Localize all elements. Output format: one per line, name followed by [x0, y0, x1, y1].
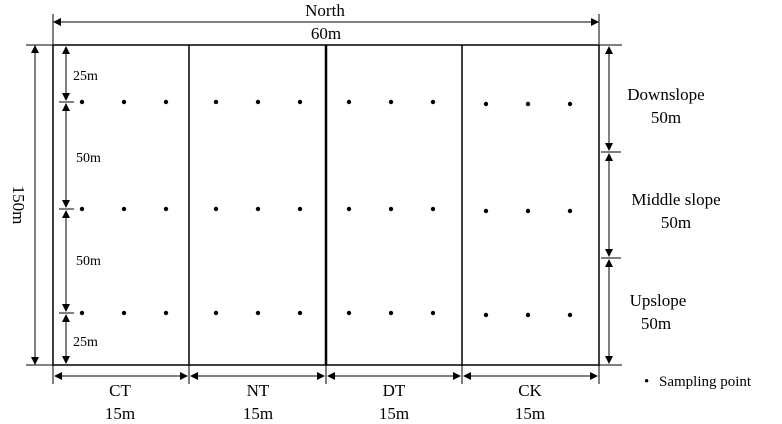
sampling-point-ck-row2-1: [483, 208, 489, 214]
plot-name-ck: CK: [518, 381, 542, 400]
sampling-point-nt-row2-2: [255, 206, 261, 212]
sampling-point-dt-row3-3: [430, 310, 436, 316]
sampling-point-dt-row1-2: [388, 99, 394, 105]
sampling-point-nt-row1-1: [213, 99, 219, 105]
zone-length-upslope: 50m: [641, 314, 671, 333]
sampling-point-ct-row2-3: [163, 206, 169, 212]
sampling-point-nt-row3-1: [213, 310, 219, 316]
plot-width-nt: 15m: [243, 404, 273, 423]
sampling-point-nt-row1-3: [297, 99, 303, 105]
segment-label-4: 25m: [73, 335, 98, 350]
sampling-point-ct-row1-3: [163, 99, 169, 105]
legend-marker: •: [644, 374, 649, 390]
sampling-point-ct-row2-1: [79, 206, 85, 212]
plot-name-nt: NT: [247, 381, 270, 400]
sampling-point-ct-row2-2: [121, 206, 127, 212]
segment-label-1: 25m: [73, 69, 98, 84]
sampling-point-dt-row2-3: [430, 206, 436, 212]
sampling-point-ck-row3-2: [525, 312, 531, 318]
zone-length-middle: 50m: [661, 213, 691, 232]
sampling-point-nt-row2-3: [297, 206, 303, 212]
zone-name-downslope: Downslope: [627, 85, 704, 104]
sampling-point-ct-row3-2: [121, 310, 127, 316]
plot-width-ck: 15m: [515, 404, 545, 423]
plot-name-ct: CT: [109, 381, 131, 400]
sampling-point-ct-row3-1: [79, 310, 85, 316]
width-label: 60m: [311, 24, 341, 43]
sampling-point-dt-row3-1: [346, 310, 352, 316]
sampling-point-ck-row1-3: [567, 101, 573, 107]
segment-label-2: 50m: [76, 151, 101, 166]
sampling-points: [79, 99, 573, 318]
sampling-point-nt-row3-2: [255, 310, 261, 316]
sampling-point-ck-row1-2: [525, 101, 531, 107]
sampling-point-dt-row1-1: [346, 99, 352, 105]
sampling-point-ck-row3-1: [483, 312, 489, 318]
sampling-point-ck-row2-3: [567, 208, 573, 214]
sampling-point-ck-row1-1: [483, 101, 489, 107]
sampling-point-dt-row2-1: [346, 206, 352, 212]
zone-name-upslope: Upslope: [630, 291, 687, 310]
sampling-point-ct-row3-3: [163, 310, 169, 316]
plot-width-ct: 15m: [105, 404, 135, 423]
plot-name-dt: DT: [383, 381, 406, 400]
sampling-point-dt-row3-2: [388, 310, 394, 316]
plot-width-dt: 15m: [379, 404, 409, 423]
sampling-point-nt-row3-3: [297, 310, 303, 316]
sampling-point-dt-row1-3: [430, 99, 436, 105]
sampling-point-nt-row1-2: [255, 99, 261, 105]
zone-length-downslope: 50m: [651, 108, 681, 127]
segment-label-3: 50m: [76, 254, 101, 269]
sampling-point-ck-row3-3: [567, 312, 573, 318]
zone-name-middle: Middle slope: [631, 190, 720, 209]
total-length-label: 150m: [9, 186, 28, 225]
sampling-point-ct-row1-1: [79, 99, 85, 105]
sampling-point-ct-row1-2: [121, 99, 127, 105]
sampling-point-dt-row2-2: [388, 206, 394, 212]
legend-label: Sampling point: [659, 374, 752, 390]
sampling-point-ck-row2-2: [525, 208, 531, 214]
sampling-point-nt-row2-1: [213, 206, 219, 212]
north-label: North: [305, 1, 345, 20]
